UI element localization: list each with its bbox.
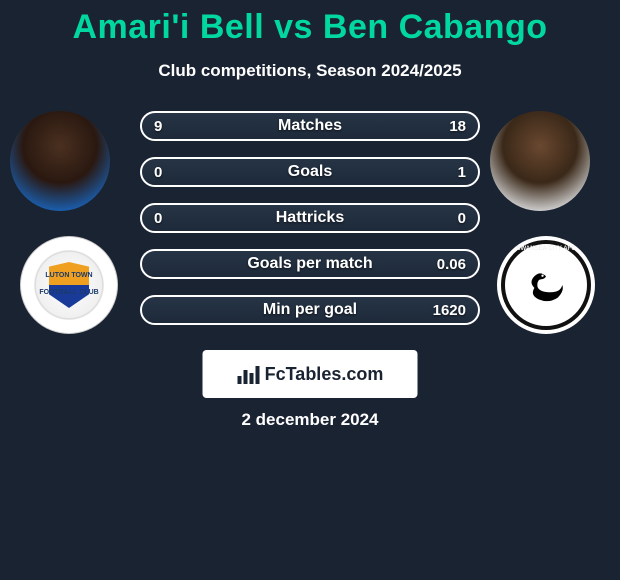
player-left-avatar — [10, 111, 110, 211]
stat-left-value: 9 — [154, 118, 162, 135]
stat-right-value: 1 — [458, 164, 466, 181]
bars-icon — [237, 364, 261, 384]
comparison-body: 9 Matches 18 0 Goals 1 0 Hattricks 0 Goa… — [0, 111, 620, 351]
club-left-badge — [20, 236, 118, 334]
club-right-badge — [497, 236, 595, 334]
comparison-title: Amari'i Bell vs Ben Cabango — [0, 0, 620, 47]
stat-label: Goals — [288, 163, 332, 181]
stat-row-matches: 9 Matches 18 — [140, 111, 480, 141]
stat-label: Goals per match — [247, 255, 372, 273]
stat-label: Min per goal — [263, 301, 357, 319]
stat-label: Matches — [278, 117, 342, 135]
stat-right-value: 1620 — [433, 302, 466, 319]
watermark-text: FcTables.com — [265, 364, 384, 385]
stat-left-value: 0 — [154, 164, 162, 181]
stat-label: Hattricks — [276, 209, 344, 227]
club-left-shield-icon — [49, 262, 89, 308]
stat-right-value: 0 — [458, 210, 466, 227]
stat-row-min-per-goal: Min per goal 1620 — [140, 295, 480, 325]
player-right-avatar — [490, 111, 590, 211]
club-right-ring — [501, 240, 591, 330]
swan-icon — [517, 256, 575, 314]
stats-list: 9 Matches 18 0 Goals 1 0 Hattricks 0 Goa… — [140, 111, 480, 341]
comparison-date: 2 december 2024 — [0, 410, 620, 430]
stat-row-goals: 0 Goals 1 — [140, 157, 480, 187]
stat-left-value: 0 — [154, 210, 162, 227]
comparison-subtitle: Club competitions, Season 2024/2025 — [0, 61, 620, 81]
stat-row-hattricks: 0 Hattricks 0 — [140, 203, 480, 233]
stat-right-value: 18 — [449, 118, 466, 135]
watermark-badge: FcTables.com — [203, 350, 418, 398]
stat-right-value: 0.06 — [437, 256, 466, 273]
stat-row-goals-per-match: Goals per match 0.06 — [140, 249, 480, 279]
